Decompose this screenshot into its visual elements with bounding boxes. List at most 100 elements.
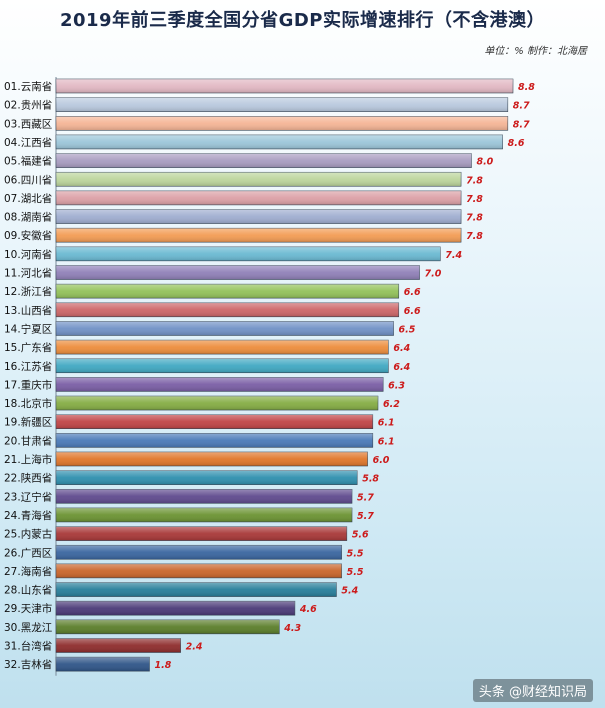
value-label: 1.8 (154, 660, 171, 671)
value-label: 8.7 (513, 119, 530, 130)
chart-subtitle: 单位：% 制作：北海居 (484, 46, 587, 57)
chart-title: 2019年前三季度全国分省GDP实际增速排行（不含港澳） (59, 10, 545, 31)
value-label: 8.6 (508, 138, 525, 149)
category-label: 16.江苏省 (4, 360, 52, 373)
bar-shine (56, 116, 508, 131)
bar-shine (56, 358, 389, 373)
bar-shine (56, 284, 399, 299)
bar-shine (56, 340, 389, 355)
value-label: 5.5 (347, 548, 364, 559)
value-label: 5.6 (352, 530, 369, 541)
category-label: 22.陕西省 (4, 472, 52, 485)
bar-shine (56, 302, 399, 317)
bar-shine (56, 414, 373, 429)
bar-shine (56, 190, 462, 205)
bar-shine (56, 134, 503, 149)
category-label: 30.黑龙江 (4, 621, 53, 634)
category-label: 29.天津市 (4, 602, 52, 615)
bar-shine (56, 377, 384, 392)
value-label: 6.6 (404, 306, 421, 317)
bar-shine (56, 638, 181, 653)
bar-shine (56, 153, 472, 168)
category-label: 26.广西区 (4, 547, 52, 559)
bar-shine (56, 526, 347, 541)
category-label: 12.浙江省 (4, 285, 52, 298)
category-label: 27.海南省 (4, 565, 52, 578)
value-label: 7.8 (466, 231, 483, 242)
category-label: 17.重庆市 (4, 378, 52, 391)
value-label: 4.6 (299, 604, 317, 615)
category-label: 01.云南省 (4, 80, 52, 93)
category-label: 05.福建省 (4, 155, 52, 168)
value-label: 5.5 (347, 567, 364, 578)
bar-shine (56, 619, 280, 634)
bar-shine (56, 582, 337, 597)
bar-shine (56, 396, 378, 411)
category-label: 06.四川省 (4, 173, 52, 186)
bar-shine (56, 209, 462, 224)
value-label: 6.6 (404, 287, 421, 298)
bar-shine (56, 79, 513, 93)
bar-shine (56, 433, 373, 448)
category-label: 08.湖南省 (4, 211, 52, 224)
category-label: 03.西藏区 (4, 118, 52, 130)
value-label: 4.3 (283, 623, 301, 634)
value-label: 6.1 (378, 418, 395, 429)
value-label: 5.7 (357, 492, 374, 503)
category-label: 25.内蒙古 (4, 528, 52, 541)
value-label: 8.8 (518, 82, 535, 93)
bar-shine (56, 470, 358, 485)
bar-shine (56, 172, 462, 187)
category-label: 13.山西省 (4, 304, 52, 317)
bar-shine (56, 545, 342, 560)
category-label: 32.吉林省 (4, 658, 52, 671)
category-label: 20.甘肃省 (4, 434, 52, 447)
value-label: 7.4 (445, 250, 462, 261)
value-label: 6.5 (399, 324, 416, 335)
category-label: 02.贵州省 (4, 99, 52, 112)
value-label: 6.0 (373, 455, 390, 466)
value-label: 5.7 (357, 511, 374, 522)
category-label: 11.河北省 (4, 267, 52, 280)
value-label: 2.4 (186, 642, 203, 653)
value-label: 6.4 (393, 362, 410, 373)
bar-shine (56, 507, 353, 522)
category-label: 28.山东省 (4, 584, 52, 597)
value-label: 7.8 (466, 175, 483, 186)
value-label: 6.1 (378, 436, 395, 447)
bar-shine (56, 265, 420, 280)
category-label: 18.北京市 (4, 397, 52, 410)
bar-shine (56, 601, 295, 616)
value-label: 8.7 (513, 101, 530, 112)
bar-shine (56, 489, 353, 504)
bar-shine (56, 228, 462, 243)
category-label: 04.江西省 (4, 136, 52, 149)
value-label: 7.8 (466, 194, 483, 205)
bar-shine (56, 563, 342, 578)
value-label: 6.4 (393, 343, 410, 354)
value-label: 8.0 (476, 157, 493, 168)
category-label: 10.河南省 (4, 248, 52, 261)
category-label: 24.青海省 (4, 509, 52, 522)
category-label: 15.广东省 (4, 341, 52, 354)
category-label: 14.宁夏区 (4, 322, 52, 335)
bar-shine (56, 452, 368, 466)
category-label: 31.台湾省 (4, 640, 52, 653)
bar-shine (56, 657, 150, 672)
plot-area: 01.云南省 8.8 02.贵州省 8.7 03.西藏区 8.7 04.江西省 8.6 05.福… (4, 77, 535, 676)
bar-shine (56, 246, 441, 261)
value-label: 5.4 (341, 586, 358, 597)
bar-shine (56, 321, 394, 336)
category-label: 23.辽宁省 (4, 490, 52, 503)
category-label: 19.新疆区 (4, 416, 52, 429)
bar-shine (56, 97, 508, 112)
category-label: 09.安徽省 (4, 229, 52, 242)
value-label: 5.8 (362, 474, 379, 485)
value-label: 7.0 (425, 269, 442, 280)
value-label: 7.8 (466, 213, 483, 224)
watermark: 头条 @财经知识局 (472, 679, 593, 702)
value-label: 6.2 (383, 399, 400, 410)
category-label: 07.湖北省 (4, 192, 52, 205)
value-label: 6.3 (388, 380, 405, 391)
